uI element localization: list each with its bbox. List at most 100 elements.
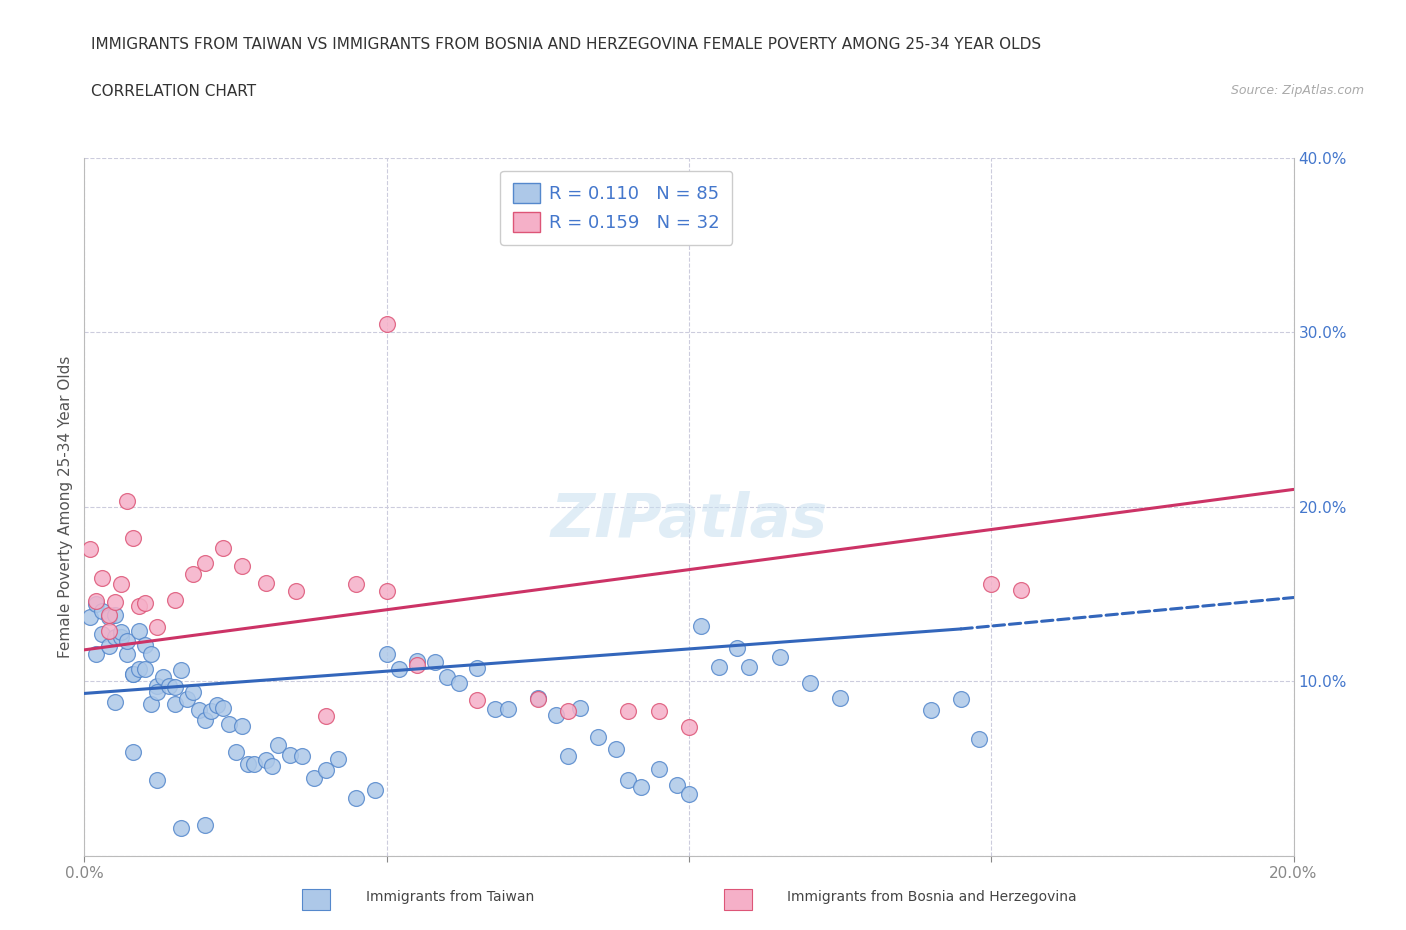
Point xyxy=(170,662,193,677)
Point xyxy=(315,709,337,724)
Point xyxy=(104,695,127,710)
Point xyxy=(647,704,671,719)
Point xyxy=(291,749,314,764)
Point xyxy=(406,654,429,669)
Text: CORRELATION CHART: CORRELATION CHART xyxy=(91,84,256,99)
Point xyxy=(121,667,143,682)
Point xyxy=(146,684,169,699)
Point xyxy=(346,577,368,591)
Point xyxy=(157,678,180,693)
Point xyxy=(496,701,519,716)
Point xyxy=(128,661,150,676)
Point xyxy=(139,697,162,711)
Point xyxy=(920,703,942,718)
Point xyxy=(218,716,240,731)
Point xyxy=(967,732,990,747)
Point xyxy=(104,630,127,644)
Point xyxy=(104,594,127,609)
Point xyxy=(146,679,169,694)
Point xyxy=(86,646,108,661)
Point xyxy=(436,670,458,684)
Point xyxy=(830,691,852,706)
Point xyxy=(110,625,132,640)
Point xyxy=(617,704,640,719)
Point xyxy=(134,638,156,653)
Point xyxy=(242,756,264,771)
Point xyxy=(1010,582,1032,597)
Point xyxy=(97,609,120,624)
Point xyxy=(79,541,101,556)
Point xyxy=(363,782,385,797)
Point xyxy=(212,540,235,555)
Point xyxy=(406,658,429,672)
Text: Immigrants from Bosnia and Herzegovina: Immigrants from Bosnia and Herzegovina xyxy=(787,890,1077,905)
Point xyxy=(231,559,253,574)
Point xyxy=(647,761,671,776)
Point xyxy=(346,790,368,805)
Point xyxy=(544,708,567,723)
Point xyxy=(690,618,713,633)
Point xyxy=(467,692,489,707)
Point xyxy=(97,623,120,638)
Point xyxy=(254,752,277,767)
Point xyxy=(738,659,761,674)
Point xyxy=(980,577,1002,591)
Text: IMMIGRANTS FROM TAIWAN VS IMMIGRANTS FROM BOSNIA AND HERZEGOVINA FEMALE POVERTY : IMMIGRANTS FROM TAIWAN VS IMMIGRANTS FRO… xyxy=(91,37,1042,52)
Point xyxy=(284,583,308,598)
Point xyxy=(267,738,290,753)
Point xyxy=(97,639,120,654)
Point xyxy=(200,703,222,718)
Point xyxy=(128,623,150,638)
Point xyxy=(86,593,108,608)
Point xyxy=(467,661,489,676)
Point xyxy=(231,719,253,734)
Text: ZIPatlas: ZIPatlas xyxy=(550,491,828,551)
Point xyxy=(110,630,132,644)
Point xyxy=(375,583,398,598)
Point xyxy=(799,675,821,690)
Point xyxy=(725,640,748,655)
Point xyxy=(170,820,193,835)
Point xyxy=(121,667,143,682)
Point xyxy=(526,691,548,706)
Point xyxy=(588,730,610,745)
Point xyxy=(121,744,143,759)
Point xyxy=(181,566,204,581)
Point xyxy=(557,703,579,718)
Point xyxy=(163,680,186,695)
Point xyxy=(569,701,592,716)
Point xyxy=(91,604,114,618)
Point xyxy=(146,773,169,788)
Point xyxy=(315,763,337,777)
Point xyxy=(146,619,169,634)
Point xyxy=(225,745,247,760)
Point xyxy=(388,661,411,676)
Point xyxy=(526,691,548,706)
Y-axis label: Female Poverty Among 25-34 Year Olds: Female Poverty Among 25-34 Year Olds xyxy=(58,355,73,658)
Point xyxy=(557,748,579,763)
Point xyxy=(375,316,398,331)
Point xyxy=(423,655,446,670)
Point xyxy=(91,571,114,586)
Point xyxy=(188,703,211,718)
Point xyxy=(194,556,217,571)
Point xyxy=(236,757,259,772)
Point xyxy=(207,698,229,712)
Point xyxy=(678,719,700,734)
Point xyxy=(630,779,652,794)
Point xyxy=(79,609,101,624)
Point xyxy=(484,701,506,716)
Point xyxy=(617,773,640,788)
Point xyxy=(139,646,162,661)
Point xyxy=(104,608,127,623)
Point xyxy=(328,752,350,767)
Point xyxy=(709,659,731,674)
Point xyxy=(134,661,156,676)
Point xyxy=(449,675,471,690)
Text: Immigrants from Taiwan: Immigrants from Taiwan xyxy=(366,890,534,905)
Point xyxy=(278,748,301,763)
Point xyxy=(115,646,138,661)
Point xyxy=(260,758,283,773)
Point xyxy=(665,777,688,792)
Point xyxy=(163,592,186,607)
